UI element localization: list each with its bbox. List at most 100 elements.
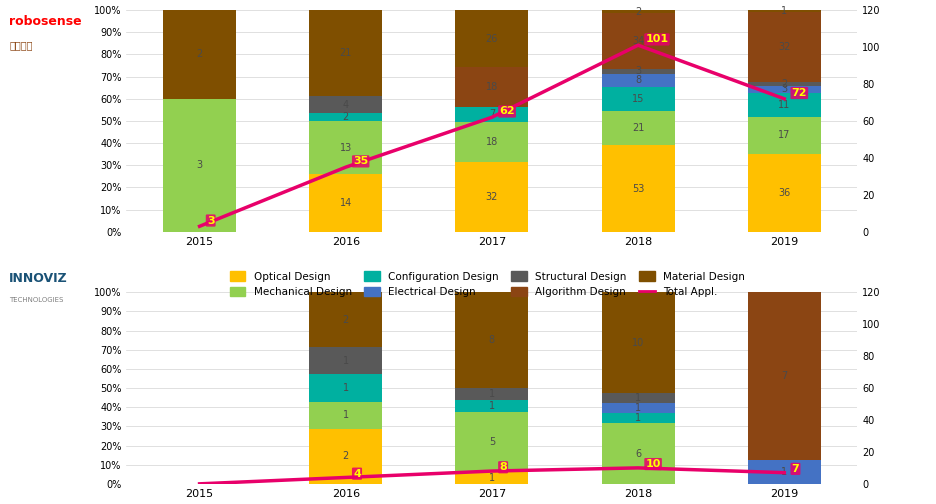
- Bar: [455, 292, 528, 388]
- Text: 1: 1: [781, 6, 786, 16]
- Bar: [455, 122, 528, 162]
- Text: 3: 3: [197, 160, 202, 170]
- Bar: [309, 174, 382, 232]
- Bar: [163, 99, 236, 232]
- Text: 1: 1: [489, 389, 494, 399]
- Text: 18: 18: [485, 137, 498, 147]
- Bar: [747, 12, 820, 82]
- Text: 2: 2: [343, 452, 348, 462]
- Text: 1: 1: [343, 410, 348, 420]
- Bar: [309, 121, 382, 174]
- Text: 8: 8: [499, 462, 506, 472]
- Bar: [309, 113, 382, 121]
- Text: 速腾聚创: 速腾聚创: [9, 40, 33, 50]
- Bar: [601, 403, 674, 413]
- Text: 21: 21: [339, 48, 352, 58]
- Text: robosense: robosense: [9, 15, 82, 28]
- Bar: [747, 93, 820, 116]
- Bar: [601, 74, 674, 87]
- Text: 4: 4: [343, 99, 348, 109]
- Bar: [309, 10, 382, 96]
- Text: 14: 14: [339, 198, 352, 208]
- Text: 1: 1: [635, 393, 640, 403]
- Bar: [601, 413, 674, 423]
- Text: 26: 26: [485, 34, 498, 44]
- Text: 72: 72: [791, 88, 806, 98]
- Legend: Optical Design, Mechanical Design, Configuration Design, Electrical Design, Stru: Optical Design, Mechanical Design, Confi…: [226, 267, 748, 301]
- Text: 53: 53: [631, 183, 644, 194]
- Bar: [601, 393, 674, 403]
- Text: 21: 21: [631, 123, 644, 133]
- Bar: [747, 10, 820, 12]
- Text: INNOVIZ: INNOVIZ: [9, 272, 68, 285]
- Text: 1: 1: [635, 403, 640, 413]
- Bar: [309, 374, 382, 402]
- Text: 2: 2: [197, 49, 202, 59]
- Bar: [747, 82, 820, 86]
- Bar: [601, 292, 674, 393]
- Text: 3: 3: [635, 66, 640, 76]
- Bar: [455, 67, 528, 107]
- Text: 32: 32: [777, 42, 790, 52]
- Bar: [601, 10, 674, 13]
- Text: 4: 4: [353, 469, 360, 479]
- Text: 1: 1: [343, 383, 348, 393]
- Bar: [455, 388, 528, 400]
- Text: 62: 62: [499, 106, 514, 116]
- Bar: [747, 86, 820, 93]
- Text: 1: 1: [489, 473, 494, 483]
- Bar: [309, 429, 382, 484]
- Bar: [309, 347, 382, 374]
- Text: 17: 17: [777, 130, 790, 140]
- Bar: [309, 292, 382, 347]
- Bar: [747, 292, 820, 460]
- Text: 2: 2: [343, 314, 348, 325]
- Text: 8: 8: [635, 75, 640, 85]
- Text: 1: 1: [635, 413, 640, 423]
- Text: 1: 1: [781, 467, 786, 477]
- Text: 32: 32: [485, 192, 498, 202]
- Text: 36: 36: [777, 187, 790, 198]
- Text: 5: 5: [489, 437, 494, 447]
- Text: 34: 34: [631, 36, 644, 46]
- Bar: [455, 400, 528, 412]
- Text: 7: 7: [791, 464, 798, 474]
- Text: 6: 6: [635, 449, 640, 459]
- Bar: [163, 10, 236, 99]
- Text: 1: 1: [489, 401, 494, 411]
- Bar: [601, 146, 674, 232]
- Text: 35: 35: [353, 156, 368, 166]
- Text: 18: 18: [485, 82, 498, 92]
- Text: 3: 3: [207, 216, 214, 225]
- Bar: [309, 402, 382, 429]
- Text: 8: 8: [489, 335, 494, 345]
- Text: 2: 2: [781, 79, 786, 89]
- Text: TECHNOLOGIES: TECHNOLOGIES: [9, 297, 64, 303]
- Text: 101: 101: [645, 34, 667, 44]
- Text: 3: 3: [781, 85, 786, 94]
- Bar: [455, 162, 528, 232]
- Bar: [455, 472, 528, 484]
- Bar: [601, 87, 674, 111]
- Bar: [601, 13, 674, 69]
- Text: 10: 10: [645, 459, 660, 469]
- Bar: [747, 154, 820, 232]
- Text: 1: 1: [343, 356, 348, 366]
- Text: 7: 7: [781, 371, 786, 381]
- Bar: [455, 10, 528, 67]
- Text: 2: 2: [343, 112, 348, 122]
- Text: 2: 2: [635, 7, 640, 17]
- Bar: [455, 412, 528, 472]
- Bar: [601, 69, 674, 74]
- Bar: [747, 116, 820, 154]
- Text: 10: 10: [631, 338, 644, 348]
- Bar: [601, 111, 674, 146]
- Text: 7: 7: [489, 109, 494, 119]
- Text: 11: 11: [777, 100, 790, 110]
- Bar: [309, 96, 382, 113]
- Bar: [601, 423, 674, 484]
- Bar: [747, 460, 820, 484]
- Text: 13: 13: [339, 143, 352, 153]
- Bar: [455, 107, 528, 122]
- Text: 15: 15: [631, 94, 644, 104]
